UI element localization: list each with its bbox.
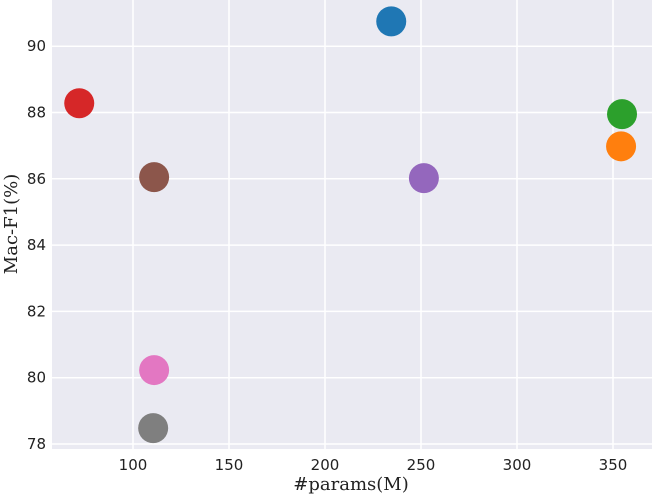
data-point — [138, 413, 169, 444]
x-tick-label: 350 — [599, 456, 628, 474]
y-tick-label: 82 — [27, 302, 46, 320]
data-point — [139, 162, 170, 193]
data-point — [139, 355, 170, 386]
data-point — [376, 6, 407, 37]
data-point — [64, 88, 95, 119]
y-tick-label: 80 — [27, 369, 46, 387]
y-tick-label: 86 — [27, 170, 46, 188]
x-tick-label: 200 — [311, 456, 340, 474]
data-point — [607, 99, 638, 130]
y-tick-label: 78 — [27, 435, 46, 453]
x-tick-label: 300 — [503, 456, 532, 474]
x-tick-label: 100 — [119, 456, 148, 474]
y-axis-label: Mac-F1(%) — [1, 174, 22, 274]
y-tick-label: 88 — [27, 104, 46, 122]
x-tick-label: 250 — [407, 456, 436, 474]
data-point — [408, 163, 439, 194]
x-tick-label: 150 — [215, 456, 244, 474]
y-tick-label: 90 — [27, 37, 46, 55]
data-point — [606, 131, 637, 162]
x-axis-label: #params(M) — [293, 474, 408, 495]
plot-area — [52, 0, 652, 449]
y-tick-label: 84 — [27, 236, 46, 254]
